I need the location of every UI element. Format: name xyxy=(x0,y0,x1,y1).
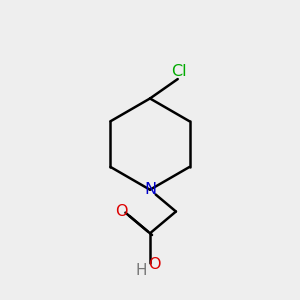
Text: O: O xyxy=(148,257,161,272)
Text: Cl: Cl xyxy=(171,64,187,79)
Text: H: H xyxy=(135,263,147,278)
Text: N: N xyxy=(144,182,156,197)
Text: O: O xyxy=(115,205,127,220)
